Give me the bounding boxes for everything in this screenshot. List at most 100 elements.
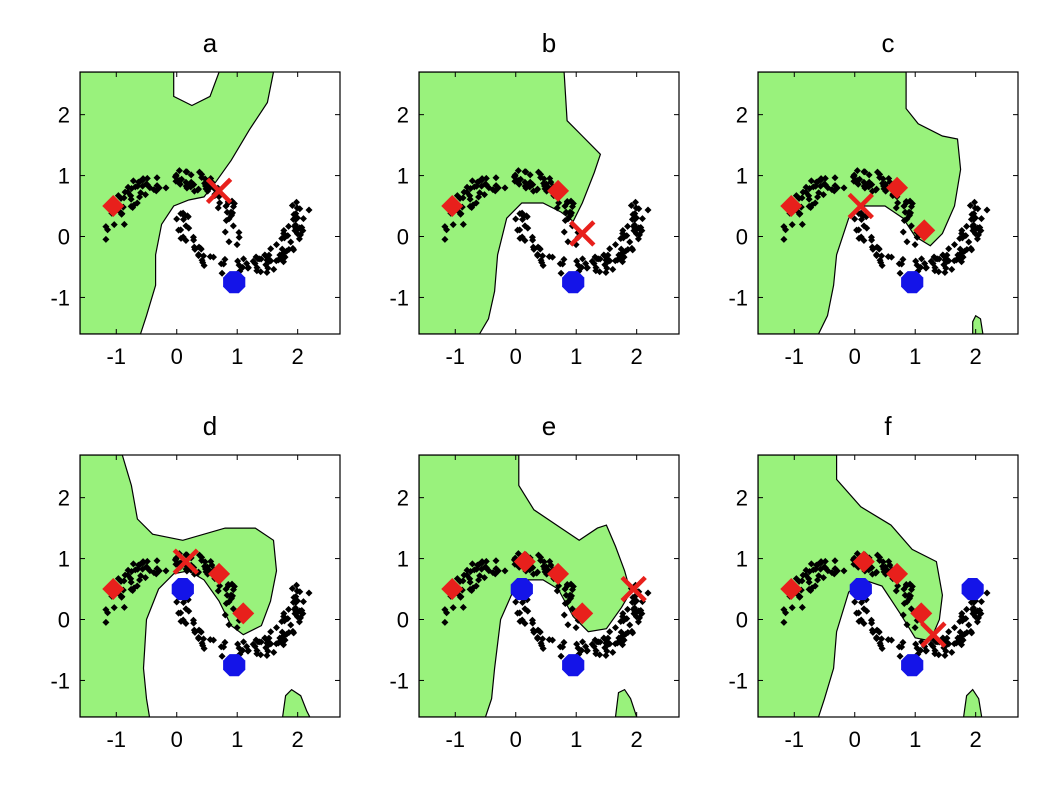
unlabeled-point bbox=[911, 241, 919, 249]
unlabeled-point bbox=[240, 255, 248, 263]
unlabeled-point bbox=[631, 607, 639, 615]
unlabeled-point bbox=[523, 213, 531, 221]
labeled-point-class-b bbox=[562, 271, 585, 294]
unlabeled-point bbox=[582, 642, 590, 650]
unlabeled-point bbox=[868, 243, 876, 251]
unlabeled-point bbox=[139, 175, 147, 183]
unlabeled-point bbox=[831, 174, 839, 182]
unlabeled-point bbox=[207, 557, 215, 565]
unlabeled-point bbox=[899, 228, 907, 236]
unlabeled-point bbox=[562, 591, 570, 599]
unlabeled-point bbox=[110, 604, 118, 612]
unlabeled-point bbox=[281, 636, 289, 644]
unlabeled-point bbox=[588, 640, 596, 648]
unlabeled-point bbox=[824, 184, 832, 192]
unlabeled-point bbox=[178, 175, 186, 183]
unlabeled-point bbox=[578, 646, 586, 654]
unlabeled-point bbox=[198, 170, 206, 178]
unlabeled-point bbox=[292, 598, 300, 606]
unlabeled-point bbox=[592, 264, 600, 272]
unlabeled-point bbox=[235, 233, 243, 241]
unlabeled-point bbox=[467, 184, 475, 192]
unlabeled-point bbox=[868, 236, 876, 244]
axes-frame bbox=[418, 454, 680, 718]
unlabeled-point bbox=[950, 624, 958, 632]
unlabeled-point bbox=[110, 221, 118, 229]
unlabeled-point bbox=[624, 605, 632, 613]
unlabeled-point bbox=[463, 571, 471, 579]
unlabeled-point bbox=[906, 197, 914, 205]
unlabeled-point bbox=[162, 184, 170, 192]
x-tick-label: 2 bbox=[631, 727, 643, 752]
labeled-point-class-b bbox=[901, 654, 924, 677]
y-tick-label: 0 bbox=[58, 608, 70, 633]
labeled-point-class-b bbox=[849, 578, 872, 601]
y-tick-label: 0 bbox=[58, 225, 70, 250]
unlabeled-point bbox=[582, 259, 590, 267]
x-tick-label: -1 bbox=[445, 727, 465, 752]
unlabeled-point bbox=[518, 616, 526, 624]
y-tick-label: 1 bbox=[736, 164, 748, 189]
unlabeled-point bbox=[631, 215, 639, 223]
unlabeled-point bbox=[564, 621, 572, 629]
query-point bbox=[205, 177, 233, 204]
unlabeled-point bbox=[851, 215, 859, 223]
unlabeled-point bbox=[305, 589, 313, 597]
y-tick-label: 2 bbox=[397, 486, 409, 511]
unlabeled-point bbox=[476, 189, 484, 197]
unlabeled-point bbox=[235, 228, 243, 236]
unlabeled-point bbox=[971, 204, 979, 212]
unlabeled-point bbox=[468, 560, 476, 568]
y-tick-label: 0 bbox=[736, 608, 748, 633]
unlabeled-point bbox=[965, 621, 973, 629]
unlabeled-point bbox=[183, 168, 191, 176]
panel-f: -1 0 1 2 -1 0 1 2 f bbox=[728, 411, 1019, 752]
unlabeled-point bbox=[267, 245, 275, 253]
unlabeled-point bbox=[293, 587, 301, 595]
unlabeled-point bbox=[857, 209, 865, 217]
unlabeled-point bbox=[954, 634, 962, 642]
unlabeled-point bbox=[872, 569, 880, 577]
unlabeled-point bbox=[888, 636, 896, 644]
unlabeled-point bbox=[894, 582, 902, 590]
unlabeled-point bbox=[878, 262, 886, 270]
unlabeled-point bbox=[190, 243, 198, 251]
y-tick-label: 1 bbox=[397, 547, 409, 572]
unlabeled-point bbox=[868, 619, 876, 627]
x-tick-label: 1 bbox=[570, 344, 582, 369]
unlabeled-point bbox=[855, 609, 863, 617]
unlabeled-point bbox=[878, 645, 886, 653]
unlabeled-point bbox=[873, 252, 881, 260]
unlabeled-point bbox=[293, 204, 301, 212]
unlabeled-point bbox=[539, 645, 547, 653]
unlabeled-point bbox=[216, 582, 224, 590]
unlabeled-point bbox=[288, 584, 296, 592]
unlabeled-point bbox=[958, 612, 966, 620]
unlabeled-point bbox=[807, 560, 815, 568]
unlabeled-point bbox=[798, 603, 806, 611]
unlabeled-point bbox=[631, 198, 639, 206]
unlabeled-point bbox=[134, 561, 142, 569]
x-tick-label: 0 bbox=[510, 344, 522, 369]
unlabeled-point bbox=[596, 638, 604, 646]
unlabeled-point bbox=[619, 612, 627, 620]
unlabeled-point bbox=[939, 251, 947, 259]
unlabeled-point bbox=[463, 188, 471, 196]
unlabeled-point bbox=[223, 591, 231, 599]
unlabeled-point bbox=[815, 572, 823, 580]
axes-frame bbox=[418, 71, 680, 335]
unlabeled-point bbox=[253, 264, 261, 272]
unlabeled-point bbox=[899, 611, 907, 619]
unlabeled-point bbox=[945, 628, 953, 636]
unlabeled-point bbox=[983, 206, 991, 214]
unlabeled-point bbox=[261, 251, 269, 259]
unlabeled-point bbox=[624, 222, 632, 230]
labeled-point-class-a bbox=[102, 578, 125, 601]
unlabeled-point bbox=[627, 201, 635, 209]
x-tick-label: 0 bbox=[849, 727, 861, 752]
unlabeled-point bbox=[249, 640, 257, 648]
unlabeled-point bbox=[596, 651, 604, 659]
unlabeled-point bbox=[172, 177, 180, 185]
axes-frame bbox=[757, 71, 1019, 335]
